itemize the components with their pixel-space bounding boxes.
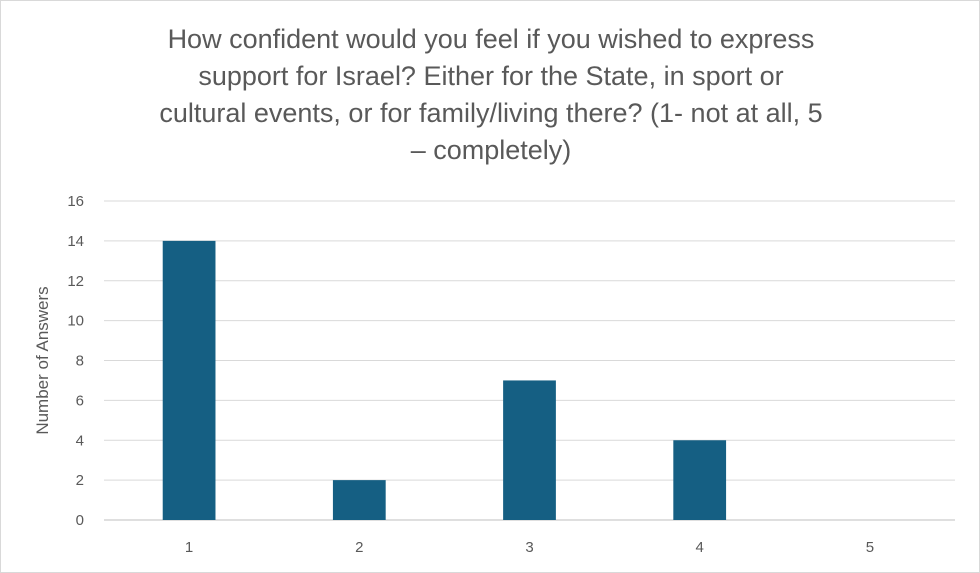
x-tick-label: 1 [185,539,193,556]
y-axis-title: Number of Answers [33,286,52,434]
bar [673,440,727,520]
bar [503,380,556,520]
chart-title-line: cultural events, or for family/living th… [159,98,823,128]
y-tick-label: 12 [67,273,84,290]
chart-title-line: support for Israel? Either for the State… [198,61,784,91]
y-tick-label: 16 [67,193,84,210]
x-tick-label: 3 [525,539,533,556]
y-tick-label: 0 [76,512,84,529]
bar [332,480,386,520]
x-tick-label: 4 [696,539,704,556]
y-tick-label: 2 [76,472,84,489]
bar [162,240,216,520]
chart-title: How confident would you feel if you wish… [91,21,891,169]
chart-title-line: – completely) [410,135,572,165]
chart-title-line: How confident would you feel if you wish… [167,24,815,54]
y-tick-label: 8 [76,353,84,370]
y-tick-label: 14 [67,233,84,250]
y-tick-label: 6 [76,392,84,409]
x-tick-label: 5 [866,539,874,556]
y-tick-label: 4 [76,432,84,449]
y-tick-label: 10 [67,313,84,330]
x-tick-label: 2 [355,539,363,556]
